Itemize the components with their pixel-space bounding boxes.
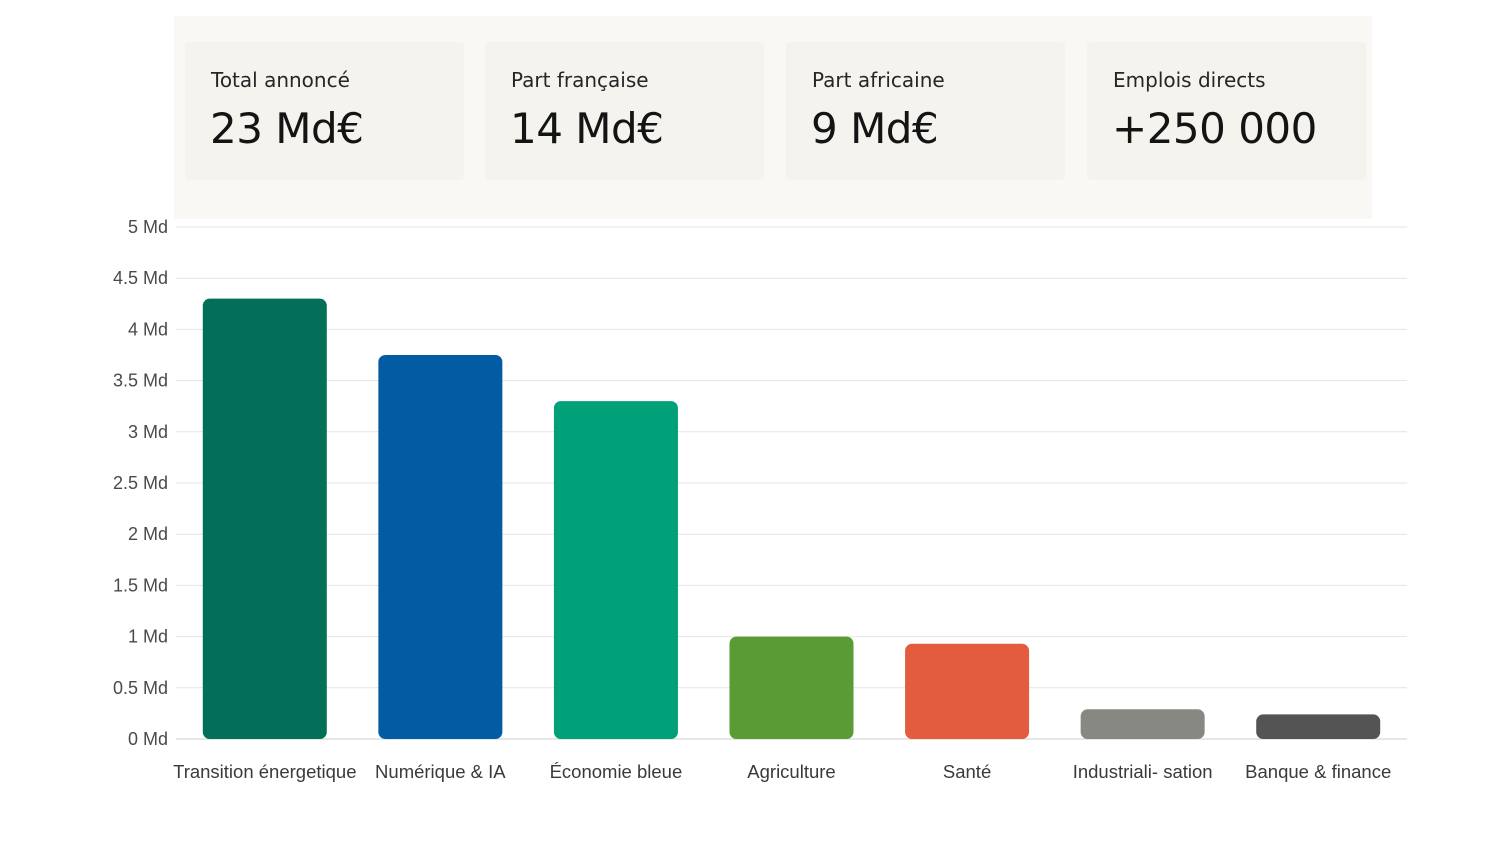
kpi-card-direct-jobs: Emplois directs +250 000	[1087, 42, 1366, 180]
y-tick-label: 0 Md	[128, 729, 168, 749]
kpi-value: 9 Md€	[811, 104, 939, 153]
x-tick-label: Transition énergetique	[173, 761, 356, 782]
kpi-card-total: Total annoncé 23 Md€	[185, 42, 464, 180]
bar	[1080, 709, 1205, 739]
y-tick-label: 2 Md	[128, 524, 168, 544]
y-tick-label: 5 Md	[128, 217, 168, 237]
kpi-card-french-share: Part française 14 Md€	[485, 42, 764, 180]
kpi-card-african-share: Part africaine 9 Md€	[786, 42, 1065, 180]
bar	[1256, 714, 1381, 739]
y-tick-label: 1.5 Md	[113, 575, 168, 595]
x-tick-label: Économie bleue	[550, 761, 683, 782]
y-tick-label: 2.5 Md	[113, 473, 168, 493]
x-tick-label: Banque & finance	[1245, 761, 1391, 782]
y-tick-label: 3.5 Md	[113, 371, 168, 391]
bar	[378, 355, 503, 739]
y-tick-label: 0.5 Md	[113, 678, 168, 698]
x-tick-label: Santé	[943, 761, 991, 782]
kpi-label: Emplois directs	[1113, 68, 1266, 92]
y-tick-label: 1 Md	[128, 627, 168, 647]
kpi-label: Total annoncé	[211, 68, 350, 92]
kpi-label: Part française	[511, 68, 649, 92]
y-tick-label: 3 Md	[128, 422, 168, 442]
kpi-label: Part africaine	[812, 68, 945, 92]
kpi-panel: Total annoncé 23 Md€ Part française 14 M…	[174, 16, 1372, 219]
x-tick-label: Industriali- sation	[1073, 761, 1213, 782]
bar	[905, 643, 1030, 739]
kpi-value: 14 Md€	[510, 104, 664, 153]
bar	[729, 636, 854, 739]
y-tick-label: 4 Md	[128, 319, 168, 339]
x-tick-label: Agriculture	[747, 761, 835, 782]
bar	[202, 298, 327, 739]
y-tick-label: 4.5 Md	[113, 268, 168, 288]
kpi-value: 23 Md€	[210, 104, 364, 153]
kpi-value: +250 000	[1112, 104, 1317, 153]
x-tick-label: Numérique & IA	[375, 761, 506, 782]
bar	[553, 401, 678, 739]
